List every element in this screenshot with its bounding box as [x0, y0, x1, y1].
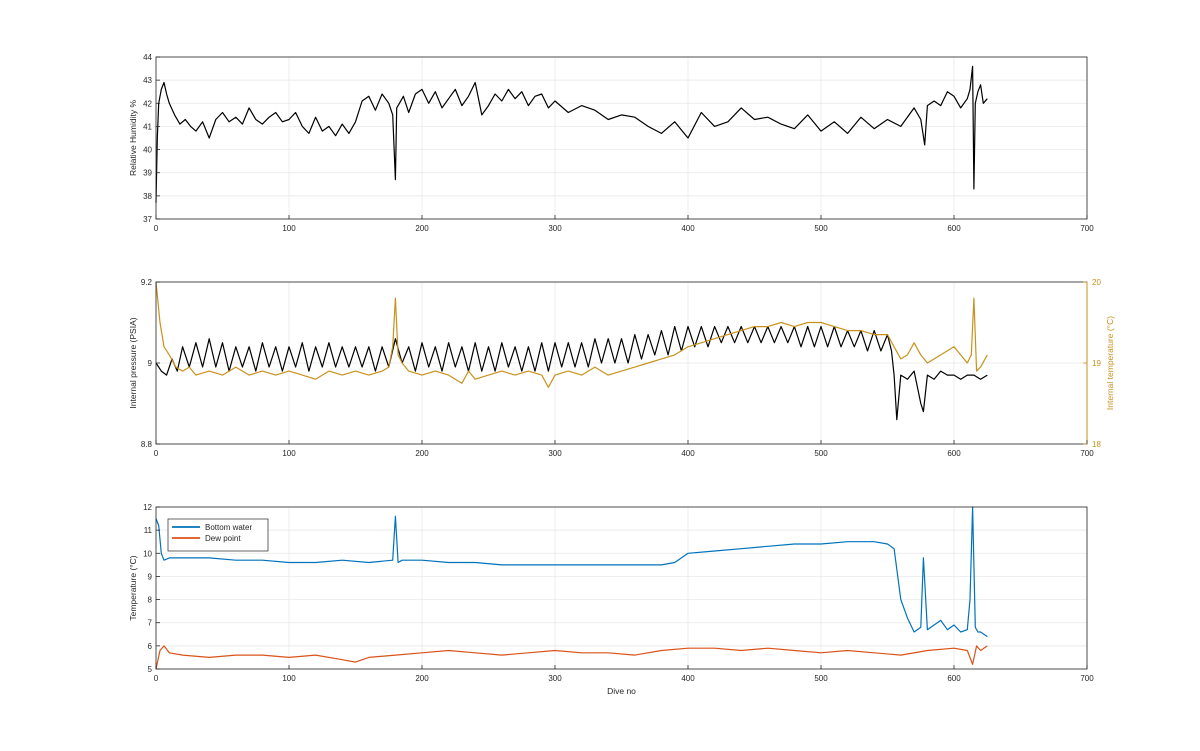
x-tick-label: 700 — [1080, 224, 1094, 233]
subplot-2: 0 100 200 300 400 500 600 700 8.8 9 9.2 18 19 20 Inter… — [128, 278, 1115, 458]
x-tick-label: 600 — [947, 449, 961, 458]
x-tick-label: 300 — [548, 224, 562, 233]
y2-axis-label: Internal temperature (°C) — [1105, 316, 1115, 410]
x-tick-label: 0 — [154, 449, 159, 458]
y-tick-label: 9.2 — [141, 278, 153, 287]
x-tick-label: 300 — [548, 449, 562, 458]
x-tick-label: 400 — [681, 224, 695, 233]
legend-box — [167, 518, 269, 552]
y-tick-label: 40 — [143, 146, 152, 155]
x-tick-label: 500 — [814, 449, 828, 458]
y2-tick-label: 20 — [1092, 278, 1101, 287]
x-tick-label: 300 — [548, 674, 562, 683]
subplot-1: 0 100 200 300 400 500 600 700 37 38 39 40 41 42 43 44 Re… — [128, 53, 1094, 233]
y-tick-label: 39 — [143, 169, 152, 178]
plot-area — [156, 57, 1087, 219]
x-tick-label: 600 — [947, 224, 961, 233]
x-tick-label: 400 — [681, 674, 695, 683]
legend-entry: Bottom water — [205, 523, 252, 532]
subplot-3: 0 100 200 300 400 500 600 700 5 6 7 8 9 10 11 12 Tempera… — [128, 503, 1094, 696]
y-tick-label: 43 — [143, 76, 152, 85]
series-line-1 — [155, 325, 988, 421]
y2-tick-label: 18 — [1092, 440, 1101, 449]
y-tick-label: 41 — [143, 122, 152, 131]
y-tick-label: 37 — [143, 215, 152, 224]
x-tick-label: 200 — [415, 449, 429, 458]
x-tick-label: 400 — [681, 449, 695, 458]
x-tick-label: 600 — [947, 674, 961, 683]
x-tick-label: 700 — [1080, 674, 1094, 683]
x-tick-label: 700 — [1080, 449, 1094, 458]
y-tick-label: 10 — [143, 549, 152, 558]
x-tick-label: 500 — [814, 224, 828, 233]
y-axis-label: Internal pressure (PSIA) — [128, 317, 138, 408]
y-tick-label: 38 — [143, 192, 152, 201]
x-axis-label: Dive no — [607, 686, 636, 696]
x-tick-label: 0 — [154, 674, 159, 683]
x-tick-label: 200 — [415, 674, 429, 683]
series-line-1 — [155, 65, 988, 203]
y-tick-label: 11 — [144, 526, 153, 535]
y-tick-label: 5 — [148, 665, 153, 674]
y-tick-label: 7 — [148, 619, 153, 628]
y-tick-label: 9 — [148, 359, 153, 368]
y-tick-label: 8.8 — [141, 440, 153, 449]
axes-box — [155, 506, 1088, 670]
x-tick-label: 0 — [154, 224, 159, 233]
y-tick-label: 6 — [148, 642, 153, 651]
plot-area — [156, 507, 1087, 669]
x-tick-label: 200 — [415, 224, 429, 233]
y-tick-label: 44 — [143, 53, 152, 62]
y-tick-label: 8 — [148, 596, 153, 605]
y2-tick-label: 19 — [1092, 359, 1101, 368]
y-tick-label: 12 — [143, 503, 152, 512]
series-line-1 — [155, 506, 988, 638]
x-tick-label: 100 — [282, 674, 296, 683]
x-tick-label: 100 — [282, 449, 296, 458]
axes-box — [155, 56, 1088, 220]
series-line-2 — [155, 281, 988, 388]
legend-entry: Dew point — [205, 534, 241, 543]
legend: Bottom water Dew point — [167, 518, 269, 552]
series-line-2 — [155, 645, 988, 670]
y-tick-label: 42 — [143, 99, 152, 108]
y-axis-label: Relative Humidity % — [128, 100, 138, 176]
x-tick-label: 500 — [814, 674, 828, 683]
x-tick-label: 100 — [282, 224, 296, 233]
y-tick-label: 9 — [148, 572, 153, 581]
y-axis-label: Temperature (°C) — [128, 555, 138, 620]
